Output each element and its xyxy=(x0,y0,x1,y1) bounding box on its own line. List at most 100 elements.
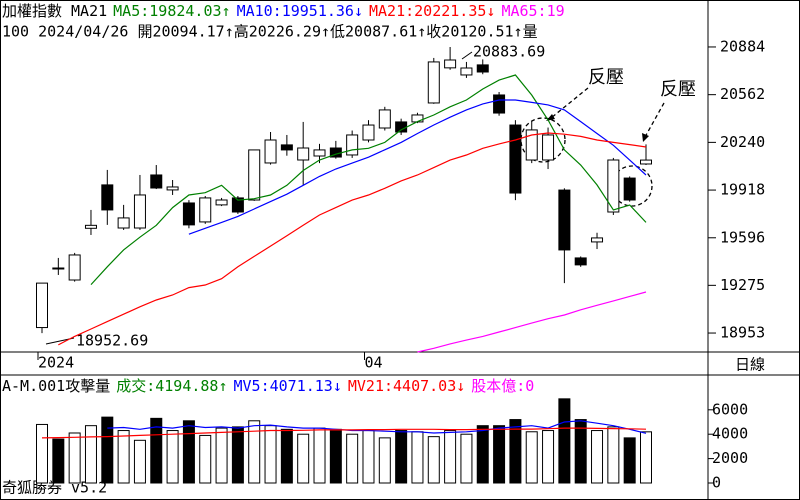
volume-bar xyxy=(607,426,620,484)
footer: 奇狐勝券 v5.2 xyxy=(2,479,107,497)
header-item: A-M.001攻擊量 xyxy=(2,377,110,395)
y-tick-label: 19275 xyxy=(720,276,765,294)
volume-bar xyxy=(427,436,440,484)
volume-bar xyxy=(182,420,195,484)
volume-bar xyxy=(640,431,652,484)
candle-body xyxy=(493,94,506,114)
candle-body xyxy=(476,64,489,73)
resistance-marks xyxy=(520,87,665,207)
y-tick-label: 2000 xyxy=(712,449,748,467)
candle-body xyxy=(574,257,587,266)
candle-body xyxy=(68,254,81,281)
candle-body xyxy=(84,224,97,229)
y-tick-label: 20240 xyxy=(720,133,765,151)
ma-line xyxy=(41,427,647,439)
volume-bar xyxy=(199,434,212,484)
volume-header: A-M.001攻擊量 成交:4194.88↑ MV5:4071.13↓ MV21:44… xyxy=(2,377,534,395)
candle-body xyxy=(640,159,652,165)
x-tick-label: 2024 xyxy=(38,354,74,372)
volume-bar xyxy=(346,433,359,484)
arrowhead xyxy=(642,133,649,142)
volume-bar xyxy=(444,430,457,484)
leader xyxy=(461,51,473,60)
candle-body xyxy=(215,199,228,206)
header-item: MA10:19951.36↓ xyxy=(237,2,363,20)
candle-body xyxy=(509,124,522,194)
volume-bar xyxy=(280,428,293,484)
low-label: 18952.69 xyxy=(76,332,148,350)
volume-bar xyxy=(509,419,522,484)
candle-body xyxy=(313,149,326,157)
candle-body xyxy=(264,139,277,164)
y-tick-label: 6000 xyxy=(712,400,748,418)
header-item: MV21:4407.03↓ xyxy=(348,377,465,395)
header-item: 股本億:0 xyxy=(471,377,534,395)
volume-bar xyxy=(297,433,310,484)
volume-bar xyxy=(68,432,81,484)
circle xyxy=(520,117,566,163)
ma-line xyxy=(58,132,647,346)
header-item: 成交:4194.88↑ xyxy=(116,377,227,395)
volume-bar xyxy=(558,398,571,484)
candle-body xyxy=(280,144,293,151)
header-item: MA65:19 xyxy=(501,2,564,20)
header: 加權指數 MA21 MA5:19824.03↑ MA10:19951.36↓ MA21… xyxy=(2,2,565,20)
candle-body xyxy=(362,124,375,141)
candle-body xyxy=(117,217,130,229)
y-tick-label: 20562 xyxy=(720,85,765,103)
volume-bar xyxy=(362,430,375,484)
volume-bar xyxy=(215,427,228,484)
candle-body xyxy=(525,129,538,161)
header-item: 加權指數 MA21 xyxy=(2,2,107,20)
candle-body xyxy=(542,134,555,161)
candle-body xyxy=(623,177,636,201)
y-tick-label: 0 xyxy=(712,474,721,492)
y-tick-label: 18953 xyxy=(720,324,765,342)
volume-bar xyxy=(378,437,391,484)
volume-bar xyxy=(591,430,604,484)
candle-body xyxy=(444,59,457,69)
y-tick-label: 19918 xyxy=(720,181,765,199)
circle xyxy=(611,165,653,207)
annotation: 反壓 xyxy=(588,67,624,88)
ma-line xyxy=(188,99,647,235)
y-tick-label: 19596 xyxy=(720,228,765,246)
header-item: MA21:20221.35↓ xyxy=(369,2,495,20)
candle-body xyxy=(199,197,212,223)
candle-body xyxy=(591,237,604,243)
volume-bar xyxy=(84,425,97,484)
volume-bar xyxy=(133,439,146,484)
candle-body xyxy=(558,189,571,251)
candle-body xyxy=(166,186,179,191)
volume-bar xyxy=(525,431,538,484)
ma-line xyxy=(417,291,647,353)
candle-body xyxy=(52,267,65,270)
candle-body xyxy=(231,197,244,213)
volume-bar xyxy=(395,430,408,484)
volume-bar xyxy=(493,425,506,484)
candle-body xyxy=(378,109,391,129)
candle-body xyxy=(607,159,620,213)
candle-body xyxy=(460,67,473,76)
volume-bar xyxy=(101,416,114,484)
volume-bar xyxy=(231,426,244,484)
volume-bar xyxy=(150,417,163,484)
candle-body xyxy=(133,194,146,229)
candle-body xyxy=(427,61,440,104)
candle-body xyxy=(297,147,310,161)
candle-body xyxy=(150,174,163,189)
y-tick-label: 4000 xyxy=(712,425,748,443)
volume-bar xyxy=(574,419,587,484)
arrow xyxy=(550,87,589,119)
candle-body xyxy=(36,282,48,329)
volume-bar xyxy=(476,425,489,484)
header-item: MV5:4071.13↓ xyxy=(234,377,342,395)
x-tick-label: 04 xyxy=(364,354,382,372)
arrow xyxy=(644,102,665,138)
volume-bar xyxy=(248,420,261,484)
high-label: 20883.69 xyxy=(473,43,545,61)
volume-bar xyxy=(460,433,473,484)
candle-body xyxy=(101,184,114,211)
subheader: 100 2024/04/26 開20094.17↑高20226.29↑低2008… xyxy=(2,23,538,41)
